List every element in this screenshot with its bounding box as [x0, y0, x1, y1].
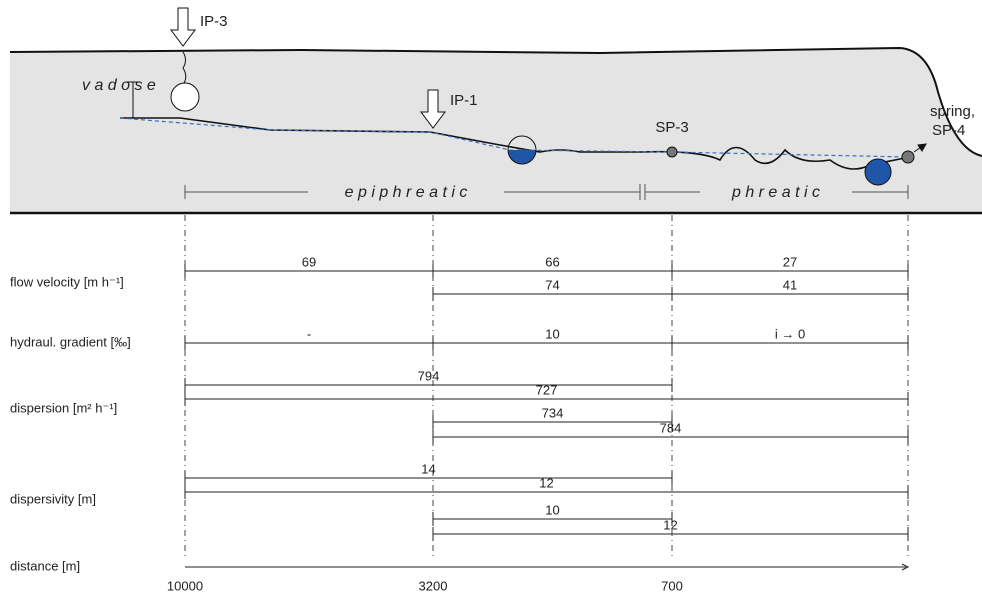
row-label: flow velocity [m h⁻¹] [10, 274, 124, 289]
segment-value: 794 [418, 368, 440, 383]
label: IP-3 [200, 13, 228, 30]
ip3-cave [171, 83, 199, 111]
sp3-point [667, 147, 677, 157]
row-label: dispersion [m² h⁻¹] [10, 400, 117, 415]
ip3-arrow [171, 8, 195, 46]
label: e p i p h r e a t i c [345, 184, 468, 201]
segment-value: 14 [421, 461, 435, 476]
segment-value: 41 [783, 277, 797, 292]
row-label: hydraul. gradient [‰] [10, 334, 131, 349]
segment-value: 66 [545, 254, 559, 269]
segment-value: 734 [542, 405, 564, 420]
label: SP-3 [655, 119, 688, 136]
segment-value: 12 [539, 475, 553, 490]
spring-point [902, 151, 914, 163]
segment-value: 69 [302, 254, 316, 269]
phreatic-loop [865, 159, 891, 185]
row-label: dispersivity [m] [10, 491, 96, 506]
distance-tick: 700 [661, 578, 683, 593]
label: spring, [930, 103, 975, 120]
parameters: flow velocity [m h⁻¹] 69 66 27 74 41 hydraul. … [10, 215, 908, 593]
segment-value: 12 [663, 517, 677, 532]
segment-value: 727 [536, 382, 558, 397]
distance-tick: 10000 [167, 578, 203, 593]
figure: IP-3 v a d o s e IP-1 SP-3 spring, SP-4 … [0, 0, 982, 596]
segment-value: 10 [545, 502, 559, 517]
label: IP-1 [450, 92, 478, 109]
segment-value: i → 0 [775, 326, 805, 341]
row-label: distance [m] [10, 558, 80, 573]
segment-value: 27 [783, 254, 797, 269]
segment-value: 74 [545, 277, 559, 292]
label: v a d o s e [82, 77, 156, 94]
label: SP-4 [932, 122, 965, 139]
distance-tick: 3200 [419, 578, 448, 593]
segment-value: 10 [545, 326, 559, 341]
label: p h r e a t i c [731, 184, 820, 201]
segment-value: 784 [660, 420, 682, 435]
segment-value: - [307, 326, 311, 341]
